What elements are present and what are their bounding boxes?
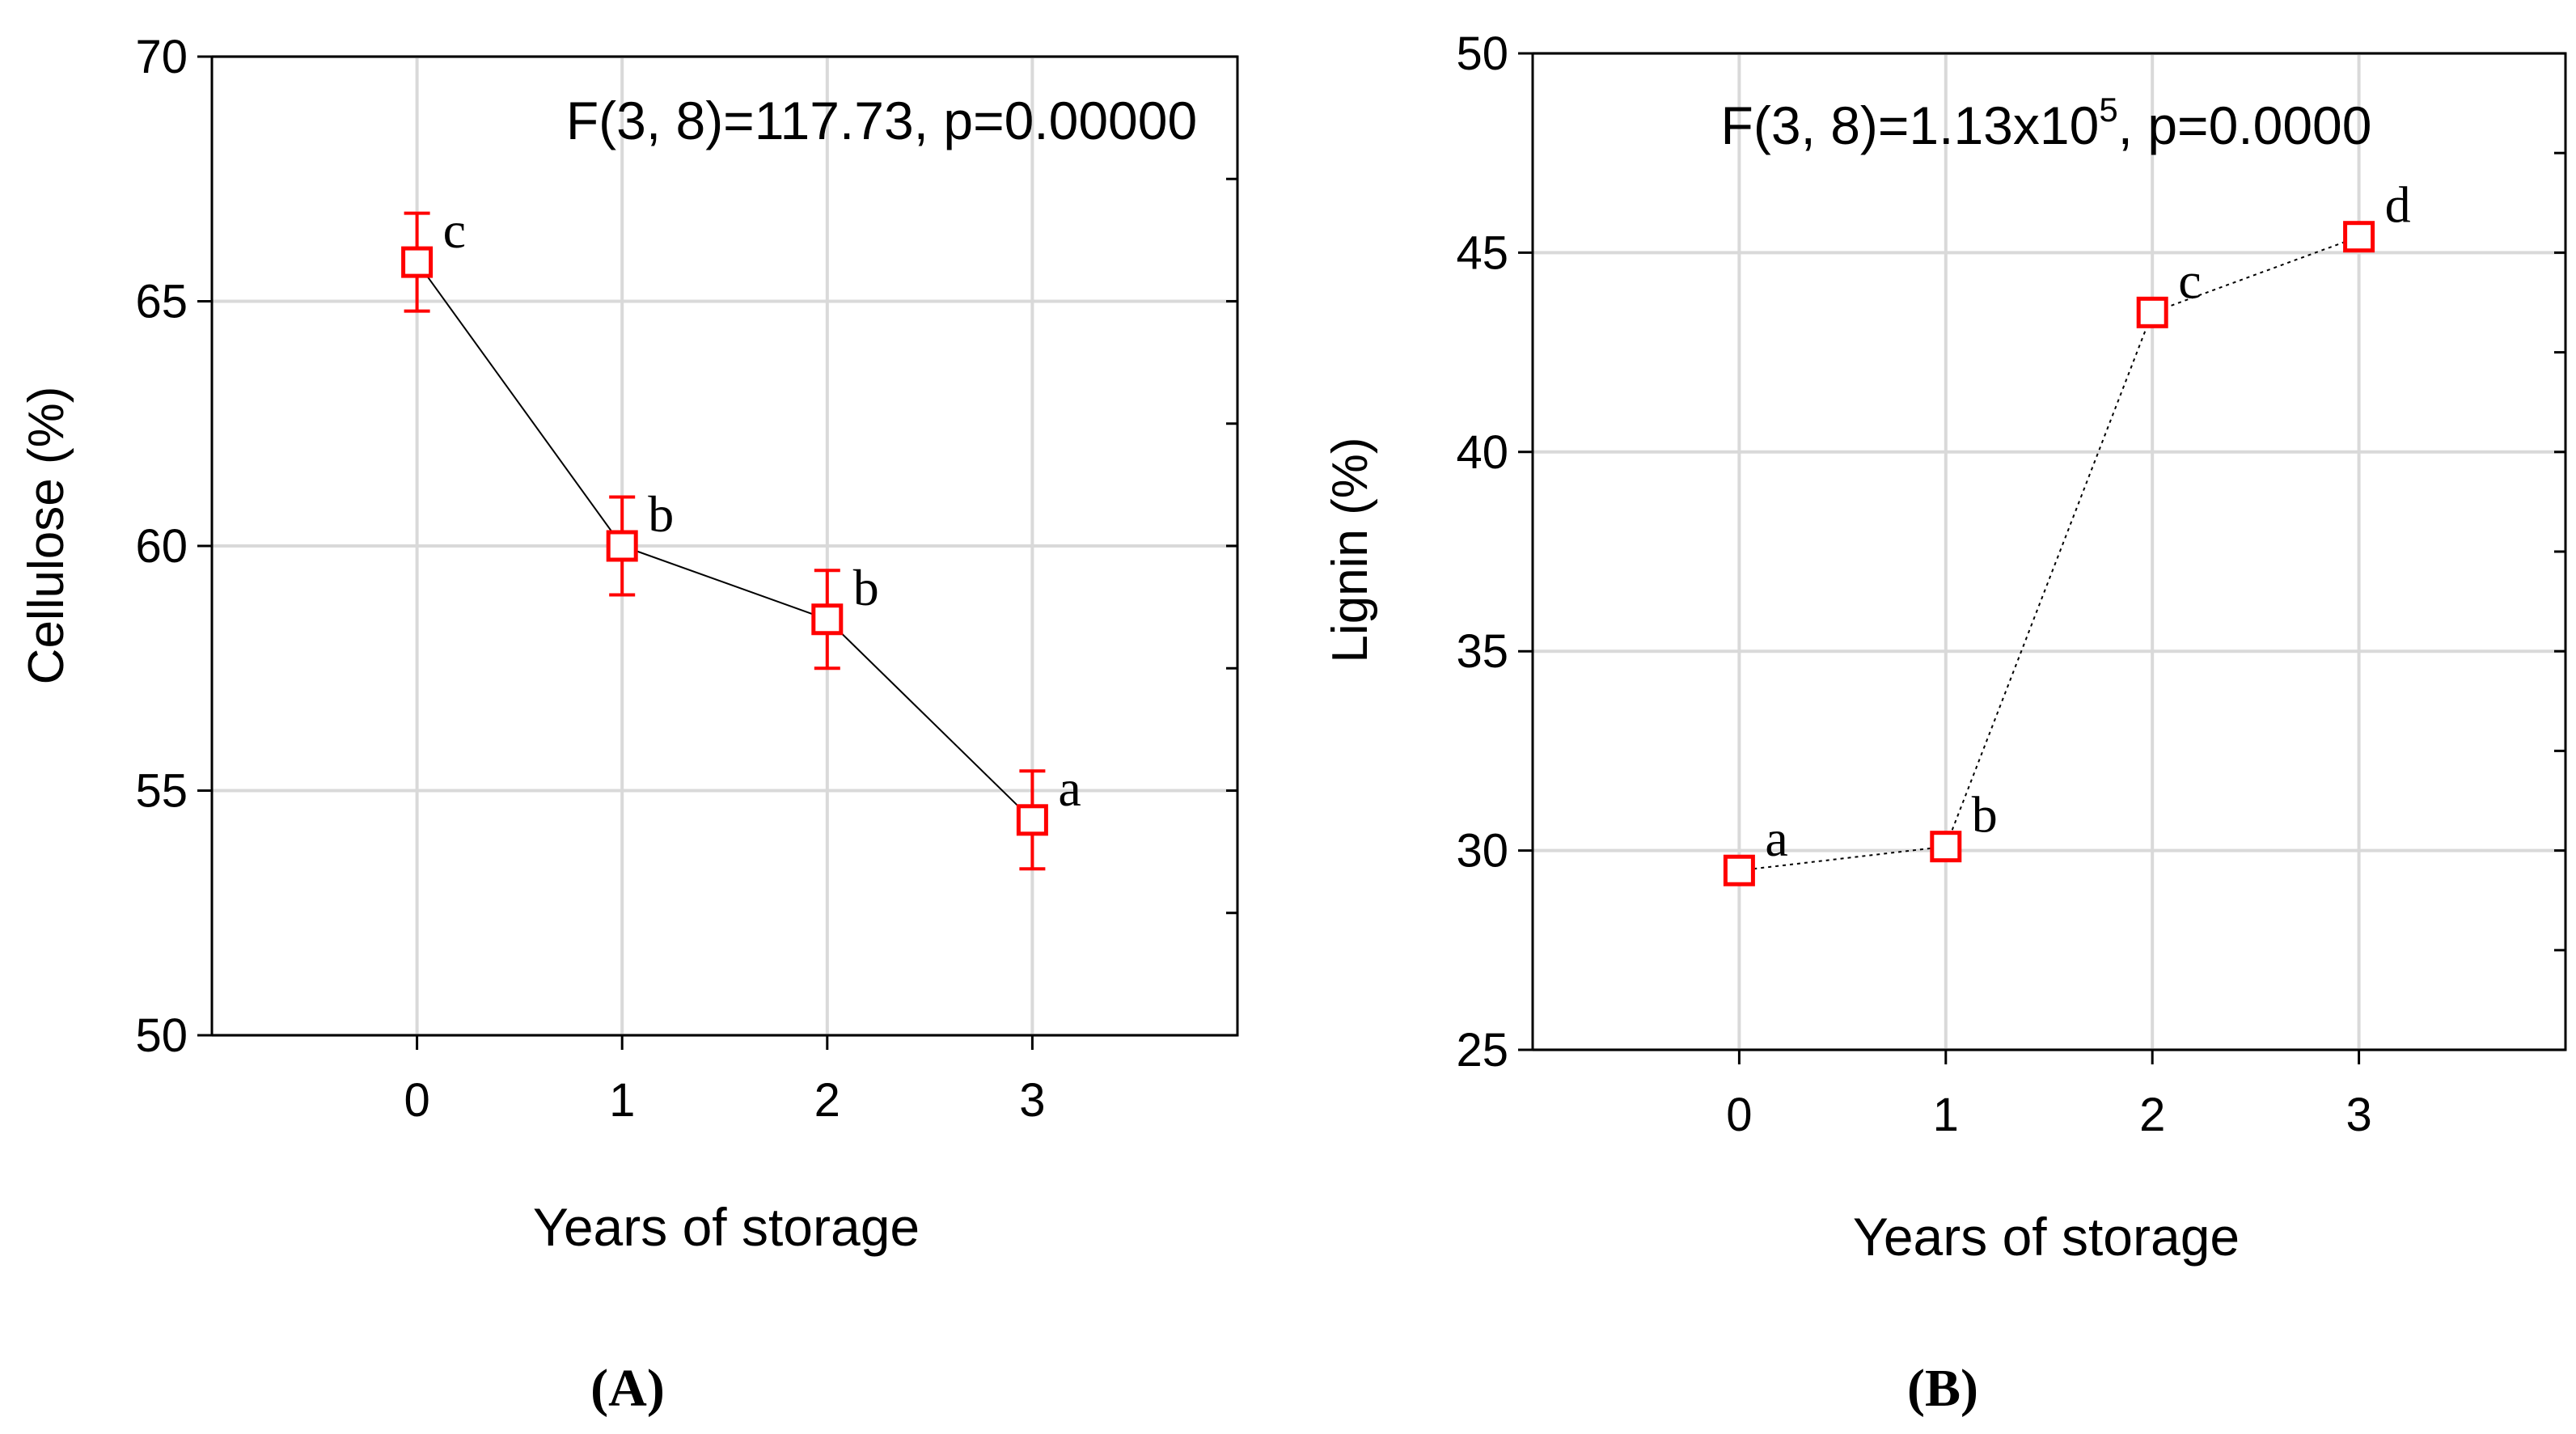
x-tick-label-a-1: 1 bbox=[609, 1074, 635, 1127]
y-ticks-b: 25 30 35 40 45 50 bbox=[1456, 27, 2565, 1077]
series-a: c b b a bbox=[401, 201, 1081, 871]
y-axis-label-b: Lignin (%) bbox=[1322, 437, 1378, 662]
plot-frame-a bbox=[210, 55, 1239, 1037]
group-letter-a-1: b bbox=[648, 485, 674, 543]
grid-a bbox=[212, 55, 1237, 1037]
data-point-b-0 bbox=[1723, 854, 1755, 886]
y-tick-label-b-1: 30 bbox=[1456, 825, 1508, 878]
group-letter-b-2: c bbox=[2178, 252, 2201, 309]
series-line-a bbox=[416, 261, 1034, 821]
group-letter-b-0: a bbox=[1765, 810, 1787, 867]
y-tick-label-b-2: 35 bbox=[1456, 625, 1508, 678]
y-tick-label-b-0: 25 bbox=[1456, 1024, 1508, 1077]
x-tick-label-b-0: 0 bbox=[1726, 1089, 1752, 1141]
y-tick-label-a-3: 65 bbox=[135, 276, 188, 328]
x-ticks-a: 0 1 2 3 bbox=[404, 1035, 1046, 1127]
x-tick-label-a-3: 3 bbox=[1019, 1074, 1045, 1127]
series-b: a b c d bbox=[1723, 176, 2411, 886]
anova-annotation-b: F(3, 8)=1.13x105, p=0.0000 bbox=[1721, 91, 2372, 155]
data-point-a-1 bbox=[606, 530, 638, 562]
anova-annotation-b-prefix: F(3, 8)=1.13x10 bbox=[1721, 95, 2100, 155]
panel-letter-a: A bbox=[608, 1359, 647, 1418]
data-point-b-1 bbox=[1930, 831, 1962, 863]
grid-b bbox=[1533, 52, 2565, 1051]
y-tick-label-a-0: 50 bbox=[135, 1009, 188, 1062]
y-tick-label-b-4: 45 bbox=[1456, 226, 1508, 279]
anova-annotation-a: F(3, 8)=117.73, p=0.00000 bbox=[566, 91, 1197, 150]
plot-frame-b bbox=[1531, 52, 2567, 1051]
y-tick-label-a-4: 70 bbox=[135, 31, 188, 83]
anova-annotation-b-suffix: , p=0.0000 bbox=[2118, 95, 2372, 155]
group-letter-b-3: d bbox=[2385, 176, 2411, 234]
x-axis-label-b: Years of storage bbox=[1853, 1207, 2240, 1267]
data-point-b-3 bbox=[2343, 221, 2375, 253]
x-tick-label-b-2: 2 bbox=[2139, 1089, 2165, 1141]
group-letter-a-2: b bbox=[853, 559, 879, 616]
data-point-a-0 bbox=[401, 246, 434, 278]
y-tick-label-a-1: 55 bbox=[135, 765, 188, 818]
x-tick-label-b-1: 1 bbox=[1933, 1089, 1959, 1141]
y-tick-label-b-3: 40 bbox=[1456, 426, 1508, 479]
panel-label-b: (B) bbox=[1907, 1359, 1978, 1418]
series-line-b bbox=[1739, 235, 2359, 872]
data-point-a-3 bbox=[1016, 804, 1048, 836]
group-letter-a-0: c bbox=[443, 201, 466, 259]
chart-panel-a: 50 55 60 65 70 0 1 2 3 c b b a F(3, 8)=117.73, p=0… bbox=[19, 31, 1239, 1418]
data-point-b-2 bbox=[2136, 296, 2168, 328]
y-tick-label-b-5: 50 bbox=[1456, 27, 1508, 80]
y-ticks-a: 50 55 60 65 70 bbox=[135, 31, 1237, 1062]
x-tick-label-b-3: 3 bbox=[2345, 1089, 2371, 1141]
y-tick-label-a-2: 60 bbox=[135, 520, 188, 573]
data-point-a-2 bbox=[811, 603, 844, 636]
group-letter-b-1: b bbox=[1972, 786, 1998, 844]
group-letter-a-3: a bbox=[1058, 759, 1081, 817]
x-tick-label-a-2: 2 bbox=[814, 1074, 840, 1127]
chart-panel-b: 25 30 35 40 45 50 0 1 2 3 a b c d F(3, 8)=1.13x105,… bbox=[1322, 27, 2567, 1418]
panel-letter-b: B bbox=[1925, 1359, 1961, 1418]
x-axis-label-a: Years of storage bbox=[533, 1197, 920, 1257]
x-ticks-b: 0 1 2 3 bbox=[1726, 1050, 2372, 1141]
y-axis-label-a: Cellulose (%) bbox=[19, 387, 74, 685]
panel-label-a: (A) bbox=[590, 1359, 665, 1418]
anova-annotation-b-exponent: 5 bbox=[2099, 91, 2117, 129]
x-tick-label-a-0: 0 bbox=[404, 1074, 429, 1127]
